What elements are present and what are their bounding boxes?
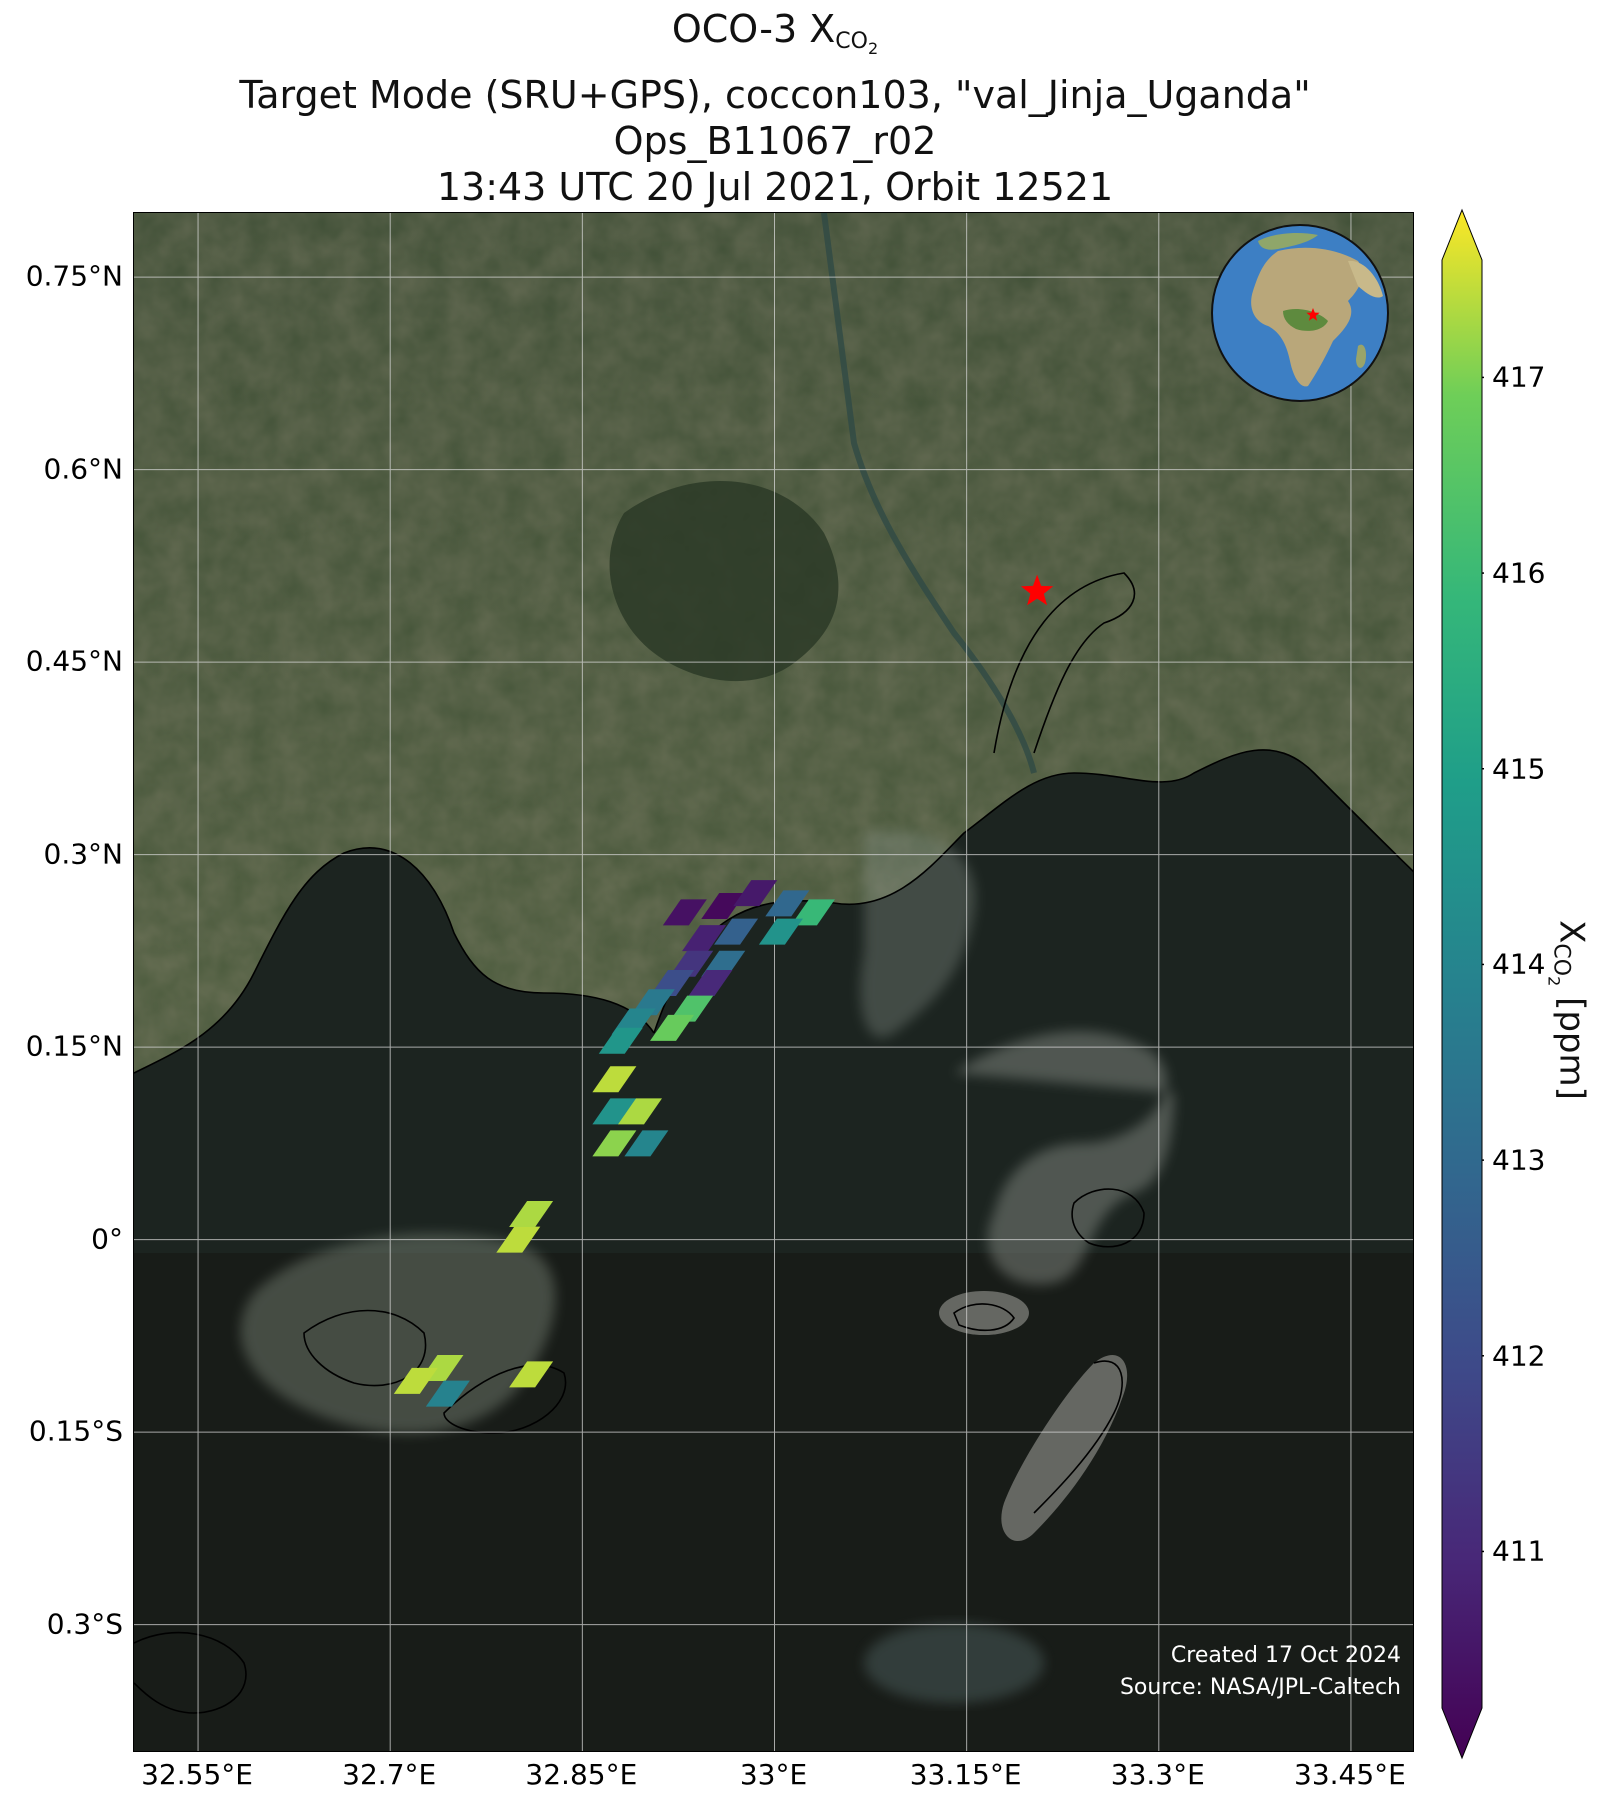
map-panel: Created 17 Oct 2024 Source: NASA/JPL-Cal… bbox=[133, 212, 1414, 1752]
lat-tick-label: 0.6°N bbox=[43, 452, 123, 486]
colorbar-tick-label: 411 bbox=[1492, 1534, 1546, 1568]
globe-target-star-icon bbox=[1306, 308, 1320, 321]
source-credit: Source: NASA/JPL-Caltech bbox=[1119, 1675, 1401, 1700]
colorbar-gradient bbox=[1441, 208, 1483, 1760]
colorbar bbox=[1441, 208, 1484, 1760]
river bbox=[821, 213, 1037, 774]
lon-tick-label: 32.85°E bbox=[525, 1758, 638, 1791]
island-long bbox=[1001, 1354, 1128, 1542]
haze-patch-south bbox=[240, 1233, 556, 1434]
colorbar-label: XCO2 [ppm] bbox=[1544, 920, 1592, 1100]
lat-tick-label: 0.15°S bbox=[28, 1414, 123, 1448]
sounding-footprint bbox=[617, 1098, 662, 1125]
sounding-footprint bbox=[714, 918, 759, 945]
island-small bbox=[939, 1291, 1029, 1335]
title-line-1: OCO-3 XCO2 bbox=[671, 7, 879, 58]
title-line-4: 13:43 UTC 20 Jul 2021, Orbit 12521 bbox=[436, 165, 1114, 209]
satellite-map bbox=[134, 213, 1413, 1751]
sounding-footprint bbox=[682, 925, 727, 952]
gridlines bbox=[134, 213, 1413, 1751]
cloud-patch bbox=[864, 1623, 1044, 1703]
colorbar-tick-label: 412 bbox=[1492, 1339, 1546, 1373]
lon-tick-label: 32.7°E bbox=[342, 1758, 437, 1791]
lon-tick-label: 32.55°E bbox=[141, 1758, 253, 1791]
title-line-2: Target Mode (SRU+GPS), coccon103, "val_J… bbox=[239, 73, 1311, 117]
lat-tick-label: 0.75°N bbox=[25, 259, 123, 293]
haze-patch-east bbox=[954, 1031, 1174, 1285]
globe-europe bbox=[1258, 233, 1318, 250]
colorbar-tick-label: 413 bbox=[1492, 1143, 1546, 1177]
lat-tick-label: 0.3°N bbox=[43, 837, 123, 871]
sounding-footprint bbox=[758, 918, 803, 945]
lat-tick-label: 0° bbox=[91, 1222, 123, 1256]
sounding-footprint bbox=[650, 1014, 695, 1041]
colorbar-tick-label: 417 bbox=[1492, 360, 1546, 394]
lat-tick-label: 0.45°N bbox=[25, 644, 123, 678]
sounding-footprint bbox=[701, 893, 746, 919]
created-credit: Created 17 Oct 2024 bbox=[1170, 1643, 1401, 1668]
sounding-footprint bbox=[509, 1201, 554, 1227]
target-site-star-icon bbox=[1020, 574, 1054, 606]
sounding-footprint bbox=[592, 1098, 637, 1125]
lat-tick-label: 0.15°N bbox=[25, 1029, 123, 1063]
sounding-footprint bbox=[688, 970, 733, 996]
sounding-footprint bbox=[598, 1027, 643, 1054]
colorbar-tick-label: 416 bbox=[1492, 556, 1546, 590]
forest-patch bbox=[609, 480, 839, 682]
title-line-3: Ops_B11067_r02 bbox=[613, 119, 937, 163]
globe-inset bbox=[1211, 224, 1389, 402]
haze-patch bbox=[860, 831, 976, 1038]
sounding-footprint bbox=[765, 890, 810, 917]
sounding-footprint bbox=[592, 1066, 637, 1093]
sounding-footprint bbox=[592, 1130, 637, 1157]
map-title: OCO-3 XCO2 Target Mode (SRU+GPS), coccon… bbox=[130, 6, 1420, 210]
lat-tick-label: 0.3°S bbox=[46, 1607, 123, 1641]
colorbar-tick-label: 415 bbox=[1492, 752, 1546, 786]
sounding-footprint bbox=[662, 899, 707, 926]
lon-tick-label: 33°E bbox=[739, 1758, 808, 1791]
sounding-footprint bbox=[496, 1226, 541, 1253]
sounding-footprint bbox=[624, 1130, 669, 1157]
globe-madagascar bbox=[1356, 344, 1367, 368]
sounding-footprint bbox=[393, 1367, 438, 1394]
globe-arabia bbox=[1348, 260, 1383, 298]
colorbar-tick-marks bbox=[1482, 376, 1484, 1553]
colorbar-tick-label: 414 bbox=[1492, 947, 1546, 981]
lon-tick-label: 33.45°E bbox=[1294, 1758, 1406, 1791]
sounding-footprint bbox=[733, 880, 778, 907]
sounding-footprint bbox=[425, 1380, 470, 1407]
sounding-footprints bbox=[393, 880, 835, 1407]
sounding-footprint bbox=[509, 1361, 554, 1388]
lon-tick-label: 33.3°E bbox=[1110, 1758, 1205, 1791]
lon-tick-label: 33.15°E bbox=[909, 1758, 1022, 1791]
